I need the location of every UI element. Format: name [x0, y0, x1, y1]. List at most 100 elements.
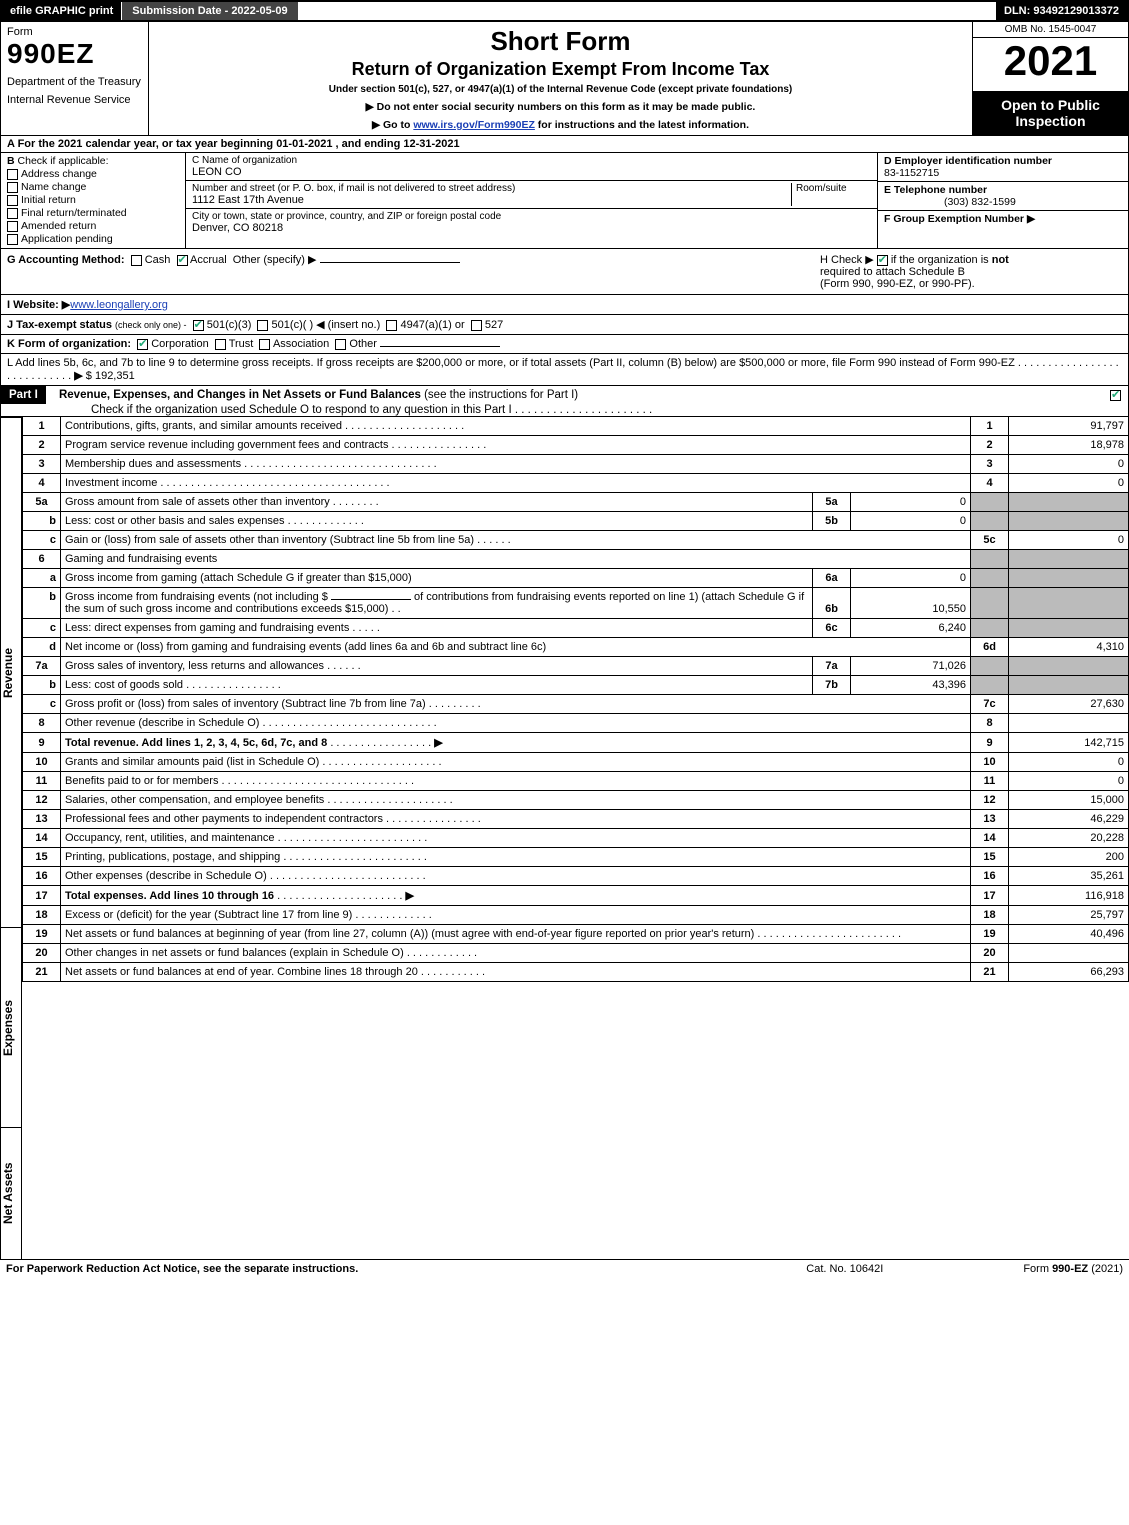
chk-501c[interactable]	[257, 320, 268, 331]
chk-final-return-label: Final return/terminated	[21, 207, 127, 219]
line-11-desc: Benefits paid to or for members	[65, 775, 218, 787]
instr-ssn: ▶ Do not enter social security numbers o…	[157, 101, 964, 113]
box-def: D Employer identification number 83-1152…	[878, 153, 1128, 248]
chk-trust[interactable]	[215, 339, 226, 350]
org-name-label: C Name of organization	[192, 155, 871, 166]
line-5a: 5aGross amount from sale of assets other…	[23, 493, 1129, 512]
part-1-header-row: Part I Revenue, Expenses, and Changes in…	[0, 386, 1129, 417]
instr-goto-prefix: ▶ Go to	[372, 119, 413, 131]
chk-other-org[interactable]	[335, 339, 346, 350]
line-1: 1Contributions, gifts, grants, and simil…	[23, 417, 1129, 436]
chk-association-label: Association	[273, 338, 329, 350]
chk-amended-return-label: Amended return	[21, 220, 96, 232]
chk-application-pending[interactable]	[7, 234, 18, 245]
ein-label: D Employer identification number	[884, 155, 1052, 167]
line-21-desc: Net assets or fund balances at end of ye…	[65, 966, 418, 978]
form-number: 990EZ	[7, 38, 142, 70]
line-20-amount	[1009, 944, 1129, 963]
line-12: 12Salaries, other compensation, and empl…	[23, 791, 1129, 810]
arrow-icon: ▶	[1027, 213, 1035, 225]
omb-number: OMB No. 1545-0047	[973, 22, 1128, 38]
line-6c-value: 6,240	[851, 619, 971, 638]
line-20: 20Other changes in net assets or fund ba…	[23, 944, 1129, 963]
revenue-vert-label: Revenue	[0, 417, 22, 927]
line-10: 10Grants and similar amounts paid (list …	[23, 753, 1129, 772]
chk-schedule-b[interactable]	[877, 255, 888, 266]
chk-initial-return[interactable]	[7, 195, 18, 206]
chk-501c3[interactable]	[193, 320, 204, 331]
line-4-amount: 0	[1009, 474, 1129, 493]
paperwork-notice: For Paperwork Reduction Act Notice, see …	[6, 1263, 358, 1275]
h-text3: required to attach Schedule B	[820, 266, 965, 278]
line-5b-value: 0	[851, 512, 971, 531]
line-18: 18Excess or (deficit) for the year (Subt…	[23, 906, 1129, 925]
row-j: J Tax-exempt status (check only one) - 5…	[0, 315, 1129, 335]
line-7b-value: 43,396	[851, 676, 971, 695]
chk-schedule-o-part1[interactable]	[1110, 390, 1121, 401]
line-17-desc: Total expenses. Add lines 10 through 16	[65, 890, 274, 902]
row-l: L Add lines 5b, 6c, and 7b to line 9 to …	[0, 354, 1129, 386]
dept-treasury: Department of the Treasury	[7, 76, 142, 88]
title-main: Return of Organization Exempt From Incom…	[157, 59, 964, 80]
line-17-amount: 116,918	[1009, 886, 1129, 906]
chk-527[interactable]	[471, 320, 482, 331]
line-4: 4Investment income . . . . . . . . . . .…	[23, 474, 1129, 493]
line-16-desc: Other expenses (describe in Schedule O)	[65, 870, 267, 882]
header-left: Form 990EZ Department of the Treasury In…	[1, 22, 149, 135]
line-6b-input[interactable]	[331, 599, 411, 600]
irs-link[interactable]: www.irs.gov/Form990EZ	[413, 119, 535, 131]
form-label: Form	[7, 26, 142, 38]
h-text2: if the organization is	[891, 254, 992, 266]
instr-goto: ▶ Go to www.irs.gov/Form990EZ for instru…	[157, 119, 964, 131]
other-org-input[interactable]	[380, 346, 500, 347]
line-6a-desc: Gross income from gaming (attach Schedul…	[65, 572, 412, 584]
line-7c: cGross profit or (loss) from sales of in…	[23, 695, 1129, 714]
chk-cash-label: Cash	[145, 254, 171, 266]
h-text4: (Form 990, 990-EZ, or 990-PF).	[820, 278, 975, 290]
line-7c-amount: 27,630	[1009, 695, 1129, 714]
dept-irs: Internal Revenue Service	[7, 94, 142, 106]
line-10-desc: Grants and similar amounts paid (list in…	[65, 756, 319, 768]
line-5b: bLess: cost or other basis and sales exp…	[23, 512, 1129, 531]
line-18-amount: 25,797	[1009, 906, 1129, 925]
city-label: City or town, state or province, country…	[192, 211, 871, 222]
line-6c: cLess: direct expenses from gaming and f…	[23, 619, 1129, 638]
other-specify-input[interactable]	[320, 262, 460, 263]
chk-address-change[interactable]	[7, 169, 18, 180]
chk-amended-return[interactable]	[7, 221, 18, 232]
line-11-amount: 0	[1009, 772, 1129, 791]
line-3-desc: Membership dues and assessments	[65, 458, 241, 470]
other-specify-label: Other (specify) ▶	[233, 254, 317, 266]
website-link[interactable]: www.leongallery.org	[70, 299, 168, 311]
line-9: 9Total revenue. Add lines 1, 2, 3, 4, 5c…	[23, 733, 1129, 753]
line-6d-amount: 4,310	[1009, 638, 1129, 657]
line-19-amount: 40,496	[1009, 925, 1129, 944]
efile-print-label[interactable]: efile GRAPHIC print	[2, 2, 121, 20]
chk-association[interactable]	[259, 339, 270, 350]
line-16-amount: 35,261	[1009, 867, 1129, 886]
line-12-desc: Salaries, other compensation, and employ…	[65, 794, 324, 806]
line-6c-desc: Less: direct expenses from gaming and fu…	[65, 622, 349, 634]
chk-final-return[interactable]	[7, 208, 18, 219]
chk-corporation[interactable]	[137, 339, 148, 350]
line-6b: bGross income from fundraising events (n…	[23, 588, 1129, 619]
chk-cash[interactable]	[131, 255, 142, 266]
chk-accrual-label: Accrual	[190, 254, 227, 266]
footer-row: For Paperwork Reduction Act Notice, see …	[0, 1259, 1129, 1278]
line-6d: dNet income or (loss) from gaming and fu…	[23, 638, 1129, 657]
chk-accrual[interactable]	[177, 255, 188, 266]
part-1-check-text: Check if the organization used Schedule …	[1, 404, 512, 416]
row-g-h: G Accounting Method: Cash Accrual Other …	[0, 249, 1129, 295]
chk-name-change[interactable]	[7, 182, 18, 193]
chk-address-change-label: Address change	[21, 168, 97, 180]
line-11: 11Benefits paid to or for members . . . …	[23, 772, 1129, 791]
line-20-desc: Other changes in net assets or fund bala…	[65, 947, 404, 959]
chk-4947[interactable]	[386, 320, 397, 331]
line-8: 8Other revenue (describe in Schedule O) …	[23, 714, 1129, 733]
line-7b-desc: Less: cost of goods sold	[65, 679, 183, 691]
arrow-icon: ▶	[74, 370, 82, 382]
line-6a: aGross income from gaming (attach Schedu…	[23, 569, 1129, 588]
gross-receipts-value: $ 192,351	[86, 370, 135, 382]
line-7a: 7aGross sales of inventory, less returns…	[23, 657, 1129, 676]
line-9-amount: 142,715	[1009, 733, 1129, 753]
